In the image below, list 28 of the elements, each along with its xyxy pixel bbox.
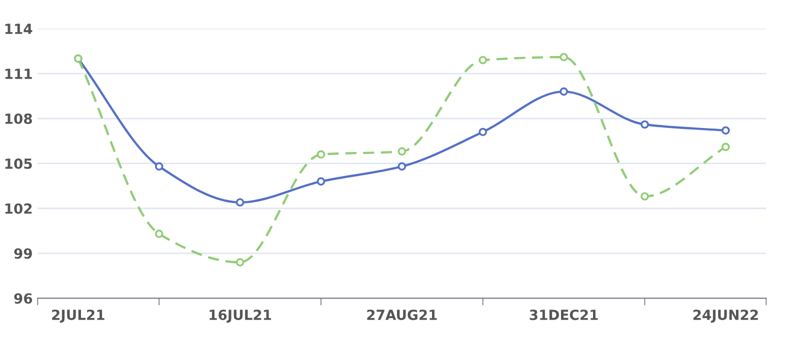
point: [560, 87, 568, 96]
point: [478, 56, 488, 64]
point: [398, 147, 406, 156]
y-tick-label: 96: [14, 293, 32, 304]
point: [722, 142, 730, 152]
y-tick-label: 114: [5, 24, 32, 34]
x-tick-label: 27AUG21: [367, 310, 437, 320]
point: [154, 162, 164, 171]
x-tick-label: 2JUL21: [52, 310, 104, 323]
point: [722, 126, 730, 135]
y-tick-label: 105: [5, 158, 32, 169]
point: [640, 192, 649, 201]
point: [236, 198, 244, 207]
point: [154, 230, 164, 238]
point: [316, 150, 326, 159]
y-tick-label: 108: [5, 113, 32, 124]
y-tick-label: 99: [14, 248, 32, 259]
point: [316, 177, 326, 186]
x-tick-label: 31DEC21: [530, 310, 598, 320]
y-tick-label: 111: [5, 68, 32, 79]
y-tick-label: 102: [5, 203, 32, 214]
point: [236, 258, 244, 266]
point: [640, 120, 649, 129]
x-tick-label: 16JUL21: [210, 310, 272, 323]
x-tick-label: 24JUN22: [693, 310, 758, 323]
point: [478, 128, 488, 136]
point: [398, 162, 406, 171]
point: [560, 52, 568, 62]
